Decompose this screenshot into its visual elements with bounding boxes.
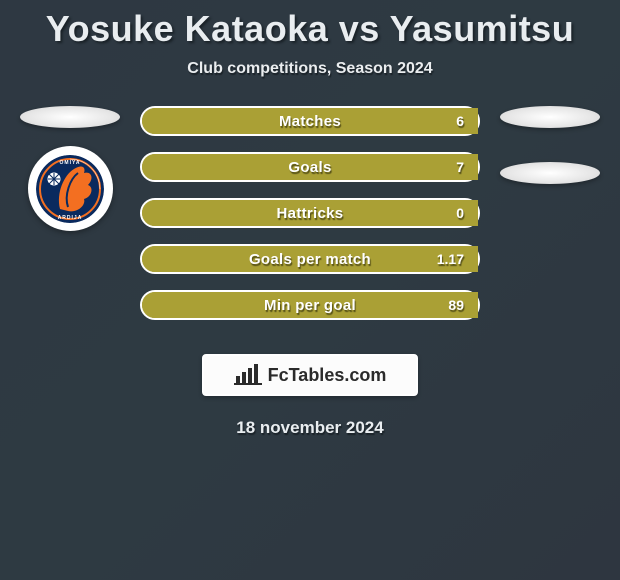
branding-text: FcTables.com: [268, 365, 387, 386]
stat-bar-goals: Goals 7: [140, 152, 480, 182]
stat-bars: Matches 6 Goals 7 Hattricks 0 Goals per …: [140, 106, 480, 320]
stat-bar-hattricks: Hattricks 0: [140, 198, 480, 228]
page-title: Yosuke Kataoka vs Yasumitsu: [46, 8, 574, 50]
stats-area: OMIYA ARDIJA Matches 6 Goals 7 Hattricks: [0, 106, 620, 320]
stat-label: Min per goal: [264, 297, 356, 314]
date-line: 18 november 2024: [236, 418, 383, 438]
right-player-pill: [500, 106, 600, 128]
bar-chart-icon: [234, 364, 262, 386]
left-club-badge: OMIYA ARDIJA: [28, 146, 113, 231]
stat-label: Matches: [279, 113, 341, 130]
stat-label: Hattricks: [277, 205, 344, 222]
omiya-ardija-badge-icon: OMIYA ARDIJA: [34, 153, 106, 225]
stat-value: 89: [448, 297, 464, 313]
right-player-col: [500, 106, 600, 184]
svg-text:OMIYA: OMIYA: [60, 160, 81, 166]
stat-value: 6: [456, 113, 464, 129]
left-player-pill: [20, 106, 120, 128]
subtitle: Club competitions, Season 2024: [187, 60, 432, 78]
stat-bar-matches: Matches 6: [140, 106, 480, 136]
branding-badge: FcTables.com: [202, 354, 418, 396]
stat-value: 1.17: [437, 251, 464, 267]
left-player-col: OMIYA ARDIJA: [20, 106, 120, 231]
right-player-pill: [500, 162, 600, 184]
stat-value: 7: [456, 159, 464, 175]
svg-text:ARDIJA: ARDIJA: [58, 215, 83, 221]
stat-bar-goals-per-match: Goals per match 1.17: [140, 244, 480, 274]
comparison-card: Yosuke Kataoka vs Yasumitsu Club competi…: [0, 0, 620, 438]
stat-value: 0: [456, 205, 464, 221]
stat-label: Goals: [288, 159, 331, 176]
stat-bar-min-per-goal: Min per goal 89: [140, 290, 480, 320]
stat-label: Goals per match: [249, 251, 371, 268]
